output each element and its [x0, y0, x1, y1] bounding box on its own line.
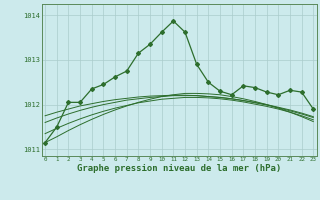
- X-axis label: Graphe pression niveau de la mer (hPa): Graphe pression niveau de la mer (hPa): [77, 164, 281, 173]
